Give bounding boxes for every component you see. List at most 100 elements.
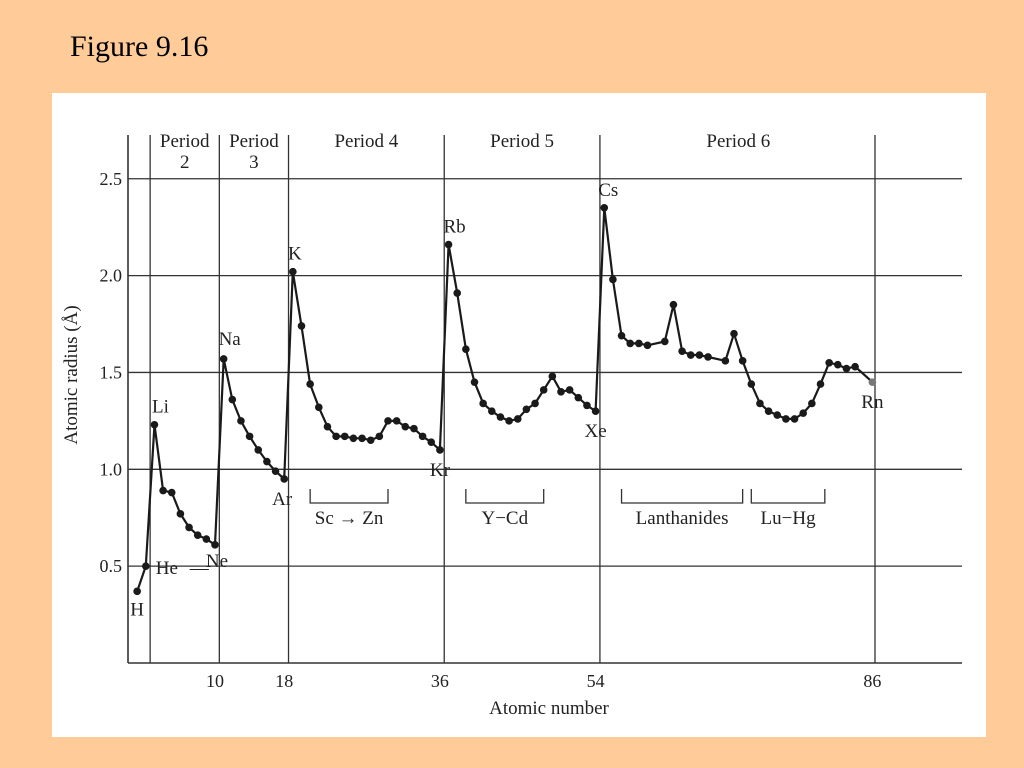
data-point-49 xyxy=(548,372,557,381)
data-point-44 xyxy=(505,417,513,425)
axes-layer xyxy=(127,135,962,664)
data-point-77 xyxy=(790,415,799,423)
y-tick-label-1: 1.0 xyxy=(100,459,123,479)
data-point-12 xyxy=(228,395,237,404)
element-annotations: H He — Li Ne Na Ar K Rb Kr Cs Xe Rn xyxy=(130,180,884,621)
data-point-84 xyxy=(851,362,859,371)
annotation-11: Xe xyxy=(585,421,607,442)
period-label-3: Period 5 xyxy=(490,131,554,152)
period-label-0: Period xyxy=(160,131,210,152)
data-point-33 xyxy=(410,424,418,433)
data-point-9 xyxy=(202,535,211,543)
data-point-76 xyxy=(782,415,790,423)
data-point-3 xyxy=(150,420,159,429)
data-point-11 xyxy=(219,355,228,363)
data-point-74 xyxy=(764,407,773,415)
data-point-8 xyxy=(193,531,202,539)
annotation-5: Na xyxy=(219,329,242,350)
annotation-4: Ne xyxy=(206,551,228,572)
figure-panel: 0.5 1.0 1.5 2.0 2.5 10 18 36 54 86 Period 2 Period 3… xyxy=(52,93,986,737)
data-point-57 xyxy=(617,331,626,340)
data-point-4 xyxy=(159,486,167,495)
period-label-0-number: 2 xyxy=(180,152,190,173)
data-point-15 xyxy=(254,446,263,454)
data-point-29 xyxy=(375,432,384,441)
data-point-10 xyxy=(211,541,219,549)
annotation-3: Li xyxy=(152,397,169,418)
annotation-12: Rn xyxy=(861,392,884,413)
data-point-14 xyxy=(245,432,254,441)
data-point-23 xyxy=(323,422,332,431)
y-tick-label-4: 2.5 xyxy=(100,169,123,189)
data-point-37 xyxy=(444,240,453,249)
bracket-1 xyxy=(465,489,545,504)
period-label-2: Period 4 xyxy=(334,131,398,152)
tick-labels: 0.5 1.0 1.5 2.0 2.5 10 18 36 54 86 xyxy=(100,169,882,691)
data-point-79 xyxy=(808,399,816,408)
data-point-35 xyxy=(427,438,436,446)
data-point-32 xyxy=(401,422,410,431)
period-label-1-number: 3 xyxy=(249,152,258,173)
data-point-42 xyxy=(488,407,496,415)
annotation-7: K xyxy=(288,244,302,265)
x-tick-label-4: 86 xyxy=(863,671,881,691)
data-point-36 xyxy=(436,446,444,454)
data-point-18 xyxy=(280,475,288,483)
annotation-6: Ar xyxy=(272,489,293,510)
data-point-75 xyxy=(773,411,782,419)
data-point-81 xyxy=(825,358,833,367)
data-point-60 xyxy=(643,341,652,350)
data-point-50 xyxy=(557,388,565,396)
annotation-0: H xyxy=(130,599,144,620)
y-axis-label: Atomic radius (Å) xyxy=(61,305,82,444)
bracket-label-1: Y−Cd xyxy=(481,508,528,529)
data-point-40 xyxy=(470,378,479,386)
data-point-30 xyxy=(384,417,392,425)
data-point-62 xyxy=(661,337,669,346)
x-tick-label-2: 36 xyxy=(431,671,449,691)
data-point-19 xyxy=(289,267,297,276)
annotation-9: Kr xyxy=(430,460,451,481)
data-point-41 xyxy=(479,399,487,408)
x-tick-label-3: 54 xyxy=(587,671,605,691)
data-point-67 xyxy=(704,353,712,361)
data-point-5 xyxy=(167,488,176,497)
bracket-label-3: Lu−Hg xyxy=(761,508,817,529)
bracket-label-2: Lanthanides xyxy=(636,508,729,529)
data-point-52 xyxy=(574,393,583,402)
annotation-2: — xyxy=(189,558,210,579)
data-point-73 xyxy=(756,399,764,408)
series-layer xyxy=(133,204,877,596)
data-point-86 xyxy=(868,378,877,386)
data-point-56 xyxy=(609,275,617,284)
x-tick-label-1: 18 xyxy=(275,671,293,691)
data-point-78 xyxy=(799,409,807,417)
group-brackets: Sc → Zn Y−Cd Lanthanides Lu−Hg xyxy=(309,489,826,529)
data-point-51 xyxy=(565,386,574,394)
data-point-71 xyxy=(738,357,747,365)
y-tick-label-2: 1.5 xyxy=(100,362,123,382)
data-point-21 xyxy=(306,380,314,388)
grid-layer xyxy=(128,135,962,663)
data-point-26 xyxy=(349,434,358,443)
data-point-63 xyxy=(669,300,678,309)
y-tick-label-3: 2.0 xyxy=(100,266,123,286)
annotation-8: Rb xyxy=(443,217,465,238)
data-point-47 xyxy=(531,399,539,408)
data-point-66 xyxy=(695,351,704,359)
data-point-34 xyxy=(418,432,427,441)
period-label-4: Period 6 xyxy=(706,131,770,152)
bracket-0 xyxy=(309,489,389,504)
data-point-28 xyxy=(366,436,375,445)
period-label-1: Period xyxy=(229,131,279,152)
data-point-25 xyxy=(340,432,349,441)
data-point-54 xyxy=(591,407,600,415)
data-point-46 xyxy=(522,405,531,414)
slide-title: Figure 9.16 xyxy=(70,30,209,63)
data-point-39 xyxy=(462,345,470,354)
data-point-82 xyxy=(834,360,842,369)
data-point-59 xyxy=(635,339,643,348)
data-point-83 xyxy=(842,364,851,373)
series-line-0 xyxy=(136,206,874,592)
